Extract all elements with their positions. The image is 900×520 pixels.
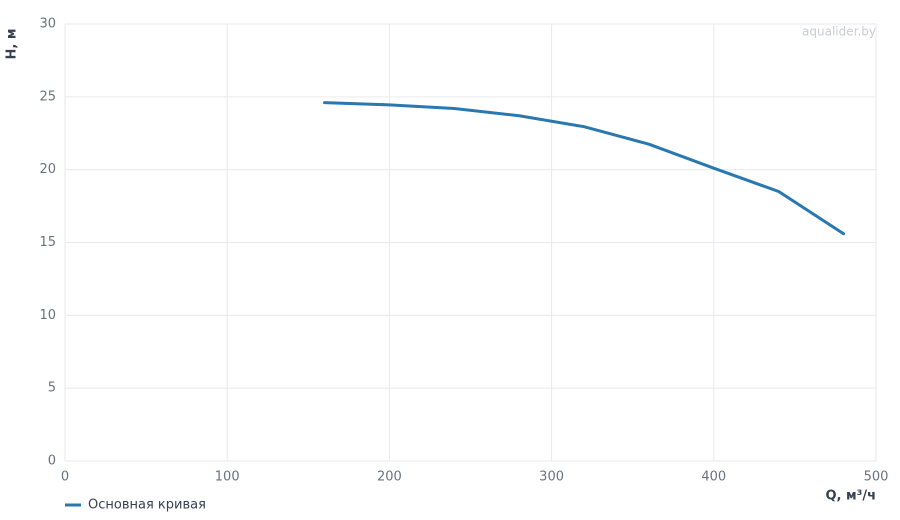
watermark: aqualider.by [802, 25, 876, 39]
y-tick-label: 15 [39, 235, 56, 250]
y-tick-label: 5 [48, 381, 56, 396]
y-tick-label: 10 [39, 308, 56, 323]
x-axis-title: Q, м³/ч [825, 489, 876, 504]
series-line [323, 101, 846, 236]
x-tick-label: 300 [539, 470, 564, 485]
y-axis-title: H, м [5, 29, 20, 60]
x-tick-label: 400 [701, 470, 726, 485]
x-tick-label: 0 [61, 470, 69, 485]
y-tick-label: 0 [48, 454, 56, 469]
x-tick-label: 100 [215, 470, 240, 485]
y-tick-label: 25 [39, 89, 56, 104]
y-tick-label: 20 [39, 162, 56, 177]
legend-label: Основная кривая [88, 498, 206, 513]
x-tick-label: 200 [377, 470, 402, 485]
y-tick-label: 30 [39, 17, 56, 32]
x-tick-label: 500 [864, 470, 889, 485]
